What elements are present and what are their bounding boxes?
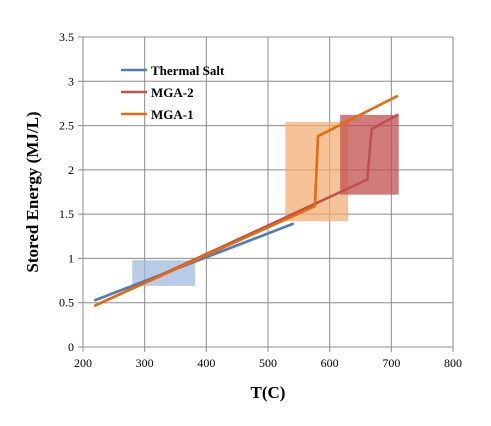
legend-label-3: MGA-1 [151,107,194,122]
x-tick-label: 200 [74,356,92,370]
x-axis-title: T(C) [251,383,286,402]
y-tick-label: 3 [68,74,74,88]
y-tick-label: 0 [68,340,74,354]
legend: Thermal Salt MGA-2 MGA-1 [121,63,225,122]
x-tick-label: 700 [382,356,400,370]
y-tick-label: 3.5 [59,30,74,44]
x-tick-label: 800 [444,356,462,370]
y-tick-label: 2 [68,163,74,177]
y-tick-label: 2.5 [59,119,74,133]
x-tick-label: 400 [197,356,215,370]
y-tick-label: 0.5 [59,296,74,310]
axes: 200 300 400 500 600 700 800 0 0.5 1 1.5 2 2.5 3 3.5 [59,30,462,370]
y-tick-label: 1.5 [59,207,74,221]
x-tick-label: 300 [136,356,154,370]
series-line-mga-2 [94,113,399,307]
y-axis-title: Stored Energy (MJ/L) [23,111,42,272]
series-line-mga-1 [94,95,399,307]
x-tick-label: 500 [259,356,277,370]
legend-label-2: MGA-2 [151,85,194,100]
y-tick-label: 1 [68,251,74,265]
series-lines [94,95,399,307]
x-tick-label: 600 [321,356,339,370]
legend-label-1: Thermal Salt [151,63,225,78]
range-regions [132,114,399,286]
